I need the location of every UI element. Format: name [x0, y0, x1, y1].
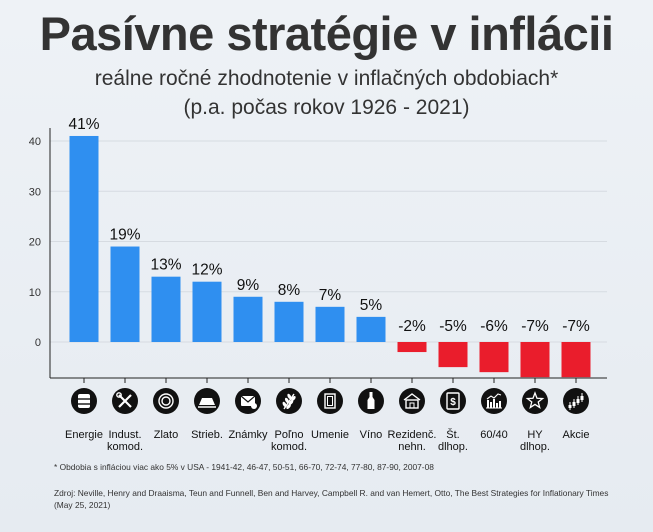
- bar: [438, 342, 468, 368]
- data-label: -2%: [398, 318, 426, 335]
- x-tick-label: Zlato: [154, 429, 178, 441]
- x-tick-label: Energie: [65, 429, 103, 441]
- x-tick-label: Rezidenč.: [388, 429, 437, 441]
- chart-title: Pasívne stratégie v inflácii: [39, 7, 614, 60]
- tools-icon: [112, 388, 138, 414]
- y-tick-label: 10: [29, 287, 41, 299]
- data-label: 7%: [319, 287, 342, 304]
- x-tick-label: Strieb.: [191, 429, 223, 441]
- gold-coin-icon: [153, 388, 179, 414]
- data-label: 41%: [68, 116, 99, 133]
- y-tick-label: 20: [29, 237, 41, 249]
- subtitle-line-2: (p.a. počas rokov 1926 - 2021): [183, 96, 470, 119]
- bar: [561, 342, 591, 378]
- bar: [151, 276, 181, 342]
- data-label: -7%: [521, 318, 549, 335]
- silver-ingot-icon: [194, 388, 220, 414]
- y-tick-label: 40: [29, 136, 41, 148]
- data-label: 5%: [360, 297, 383, 314]
- x-tick-label: 60/40: [480, 429, 508, 441]
- footnote: * Obdobia s infláciou viac ako 5% v USA …: [54, 462, 434, 472]
- data-label: 19%: [109, 227, 140, 244]
- oil-barrel-icon: [71, 388, 97, 414]
- data-label: 13%: [150, 257, 181, 274]
- data-label: 8%: [278, 282, 301, 299]
- chart-subtitle: reálne ročné zhodnotenie v inflačných ob…: [0, 64, 653, 122]
- painting-icon: [317, 388, 343, 414]
- bar: [274, 301, 304, 342]
- data-label: 9%: [237, 277, 260, 294]
- wheat-icon: [276, 388, 302, 414]
- bar: [233, 296, 263, 342]
- x-tick-label: komod.: [107, 441, 143, 453]
- x-tick-label: dlhop.: [438, 441, 468, 453]
- bar: [192, 281, 222, 342]
- x-tick-label: Víno: [360, 429, 383, 441]
- y-tick-label: 30: [29, 186, 41, 198]
- bar: [356, 316, 386, 342]
- x-tick-label: dlhop.: [520, 441, 550, 453]
- svg-text:$: $: [450, 397, 456, 408]
- portfolio-chart-icon: [481, 388, 507, 414]
- data-label: -6%: [480, 318, 508, 335]
- x-tick-label: HY: [527, 429, 543, 441]
- x-tick-label: Akcie: [563, 429, 590, 441]
- bar: [315, 306, 345, 342]
- bar: [110, 246, 140, 342]
- subtitle-line-1: reálne ročné zhodnotenie v inflačných ob…: [94, 67, 559, 90]
- data-label: -7%: [562, 318, 590, 335]
- bar-chart: 01020304041%Energie19%Indust.komod.13%Zl…: [29, 116, 607, 453]
- x-tick-label: Indust.: [108, 429, 141, 441]
- x-tick-label: komod.: [271, 441, 307, 453]
- bar: [520, 342, 550, 378]
- data-label: 12%: [191, 262, 222, 279]
- bar: [69, 135, 99, 342]
- y-tick-label: 0: [35, 337, 41, 349]
- x-tick-label: Poľno: [275, 429, 304, 441]
- star-icon: [522, 388, 548, 414]
- stamp-letter-icon: [235, 388, 261, 414]
- stock-chart-icon: [563, 388, 589, 414]
- wine-bottle-icon: [358, 388, 384, 414]
- x-tick-label: Známky: [228, 429, 268, 441]
- x-tick-label: Št.: [446, 428, 459, 441]
- house-icon: [399, 388, 425, 414]
- source-citation: Zdroj: Neville, Henry and Draaisma, Teun…: [54, 488, 609, 510]
- bar: [397, 342, 427, 353]
- data-label: -5%: [439, 318, 467, 335]
- bond-document-icon: $: [440, 388, 466, 414]
- x-tick-label: nehn.: [398, 441, 426, 453]
- x-tick-label: Umenie: [311, 429, 349, 441]
- bar: [479, 342, 509, 373]
